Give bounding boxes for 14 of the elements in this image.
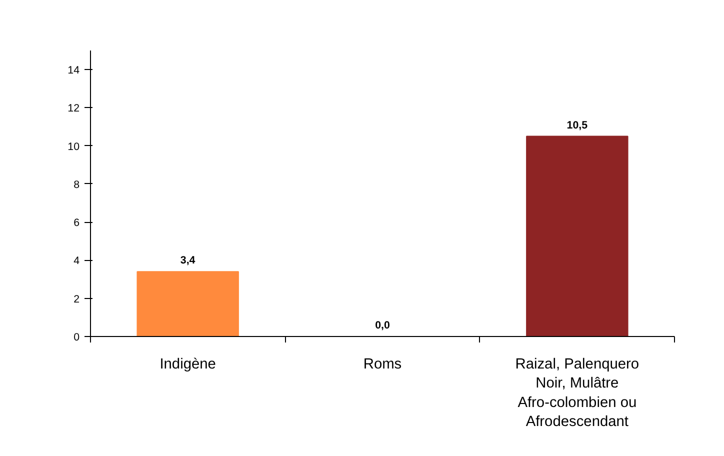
data-label: 3,4 <box>180 254 196 267</box>
x-tick-label: Roms <box>363 356 402 372</box>
x-tick-label: Raizal, Palenquero Noir, Mulâtre Afro-colombien ou Afrodescendant <box>515 356 640 430</box>
y-tick-label: 14 <box>68 64 80 77</box>
y-tick-label: 12 <box>68 102 80 115</box>
y-tick-label: 4 <box>74 255 80 268</box>
y-tick-label: 6 <box>74 217 80 230</box>
data-label: 10,5 <box>566 119 588 132</box>
y-tick-label: 0 <box>74 332 80 344</box>
x-tick-label: Indigène <box>160 356 216 372</box>
data-label: 0,0 <box>375 320 390 332</box>
y-tick-label: 8 <box>74 178 80 191</box>
y-tick-label: 10 <box>68 140 80 153</box>
y-tick-label: 2 <box>74 293 80 306</box>
